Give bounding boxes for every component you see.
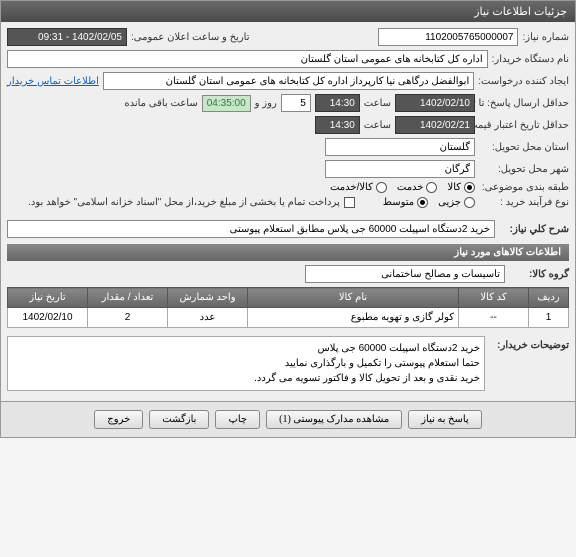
contact-link[interactable]: اطلاعات تماس خریدار bbox=[7, 76, 99, 87]
row-province: استان محل تحویل: گلستان bbox=[7, 138, 569, 156]
th-code: کد کالا bbox=[459, 288, 529, 308]
table-header-row: ردیف کد کالا نام کالا واحد شمارش تعداد /… bbox=[8, 288, 569, 308]
radio-medium-input bbox=[417, 197, 428, 208]
attachments-button[interactable]: مشاهده مدارک پیوستی (1) bbox=[266, 410, 402, 429]
goods-section-header: اطلاعات کالاهای مورد نیاز bbox=[7, 244, 569, 261]
buyer-notes-box: خرید 2دستگاه اسپیلت 60000 جی پلاس حتما ا… bbox=[7, 336, 485, 391]
creator-label: ایجاد کننده درخواست: bbox=[478, 76, 569, 87]
remaining-time: 04:35:00 bbox=[202, 95, 251, 112]
radio-service[interactable]: خدمت bbox=[397, 182, 438, 193]
th-unit: واحد شمارش bbox=[168, 288, 248, 308]
radio-both-label: کالا/خدمت bbox=[330, 182, 373, 193]
validity-date: 1402/02/21 bbox=[395, 116, 475, 134]
row-buyer-org: نام دستگاه خریدار: اداره کل کتابخانه های… bbox=[7, 50, 569, 68]
row-validity: حداقل تاریخ اعتبار قیمت: تا تاریخ: 1402/… bbox=[7, 116, 569, 134]
row-buyer-notes: توضیحات خریدار: خرید 2دستگاه اسپیلت 6000… bbox=[7, 336, 569, 391]
th-date: تاریخ نیاز bbox=[8, 288, 88, 308]
radio-goods-input bbox=[464, 182, 475, 193]
td-code: -- bbox=[459, 308, 529, 328]
days-label: روز و bbox=[255, 98, 277, 109]
radio-small-label: جزیی bbox=[438, 197, 461, 208]
radio-small-input bbox=[464, 197, 475, 208]
need-number-label: شماره نیاز: bbox=[522, 32, 569, 43]
buyer-note-1: خرید 2دستگاه اسپیلت 60000 جی پلاس bbox=[12, 341, 480, 356]
deadline-date: 1402/02/10 bbox=[395, 94, 475, 112]
table-row: 1 -- کولر گازی و تهویه مطبوع عدد 2 1402/… bbox=[8, 308, 569, 328]
category-label: طبقه بندی موضوعی: bbox=[479, 182, 569, 193]
goods-group-value: تاسیسات و مصالح ساختمانی bbox=[305, 265, 505, 283]
main-panel: جزئیات اطلاعات نیاز شماره نیاز: 11020057… bbox=[0, 0, 576, 438]
need-desc-value: خرید 2دستگاه اسپیلت 60000 جی پلاس مطابق … bbox=[7, 220, 495, 238]
process-radio-group: جزیی متوسط bbox=[383, 197, 475, 208]
creator-value: ابوالفضل درگاهی نیا کارپرداز اداره کل کت… bbox=[103, 72, 474, 90]
panel-body: شماره نیاز: 1102005765000007 تاریخ و ساع… bbox=[1, 22, 575, 401]
radio-goods[interactable]: کالا bbox=[447, 182, 475, 193]
buyer-notes-label: توضیحات خریدار: bbox=[489, 336, 569, 351]
row-need-number: شماره نیاز: 1102005765000007 تاریخ و ساع… bbox=[7, 28, 569, 46]
announce-date-value: 1402/02/05 - 09:31 bbox=[7, 28, 127, 46]
radio-service-label: خدمت bbox=[397, 182, 424, 193]
time-label-1: ساعت bbox=[364, 98, 391, 109]
radio-medium-label: متوسط bbox=[383, 197, 414, 208]
td-row: 1 bbox=[529, 308, 569, 328]
goods-group-label: گروه کالا: bbox=[509, 269, 569, 280]
row-goods-group: گروه کالا: تاسیسات و مصالح ساختمانی bbox=[7, 265, 569, 283]
row-category: طبقه بندی موضوعی: کالا خدمت کالا/خدمت bbox=[7, 182, 569, 193]
radio-goods-label: کالا bbox=[447, 182, 461, 193]
radio-medium[interactable]: متوسط bbox=[383, 197, 428, 208]
buyer-note-3: خرید نقدی و بعد از تحویل کالا و فاکتور ت… bbox=[12, 371, 480, 386]
row-process: نوع فرآیند خرید : جزیی متوسط پرداخت تمام… bbox=[7, 197, 569, 208]
time-label-2: ساعت bbox=[364, 120, 391, 131]
buyer-note-2: حتما استعلام پیوستی را تکمیل و بارگذاری … bbox=[12, 356, 480, 371]
province-label: استان محل تحویل: bbox=[479, 142, 569, 153]
radio-small[interactable]: جزیی bbox=[438, 197, 475, 208]
buyer-org-value: اداره کل کتابخانه های عمومی استان گلستان bbox=[7, 50, 488, 68]
th-qty: تعداد / مقدار bbox=[88, 288, 168, 308]
goods-table: ردیف کد کالا نام کالا واحد شمارش تعداد /… bbox=[7, 287, 569, 328]
row-need-desc: شرح کلي نیاز: خرید 2دستگاه اسپیلت 60000 … bbox=[7, 220, 569, 238]
respond-button[interactable]: پاسخ به نیاز bbox=[408, 410, 482, 429]
back-button[interactable]: بازگشت bbox=[149, 410, 209, 429]
payment-checkbox[interactable] bbox=[344, 197, 355, 208]
th-row: ردیف bbox=[529, 288, 569, 308]
category-radio-group: کالا خدمت کالا/خدمت bbox=[330, 182, 475, 193]
row-creator: ایجاد کننده درخواست: ابوالفضل درگاهی نیا… bbox=[7, 72, 569, 90]
print-button[interactable]: چاپ bbox=[215, 410, 260, 429]
payment-note: پرداخت تمام یا بخشی از مبلغ خرید،از محل … bbox=[28, 197, 340, 208]
deadline-label: حداقل ارسال پاسخ: تا تاریخ: bbox=[479, 98, 569, 109]
td-unit: عدد bbox=[168, 308, 248, 328]
radio-service-input bbox=[426, 182, 437, 193]
days-value: 5 bbox=[281, 94, 311, 112]
button-bar: پاسخ به نیاز مشاهده مدارک پیوستی (1) چاپ… bbox=[1, 401, 575, 437]
th-name: نام کالا bbox=[248, 288, 459, 308]
validity-label: حداقل تاریخ اعتبار قیمت: تا تاریخ: bbox=[479, 120, 569, 131]
panel-title: جزئیات اطلاعات نیاز bbox=[1, 1, 575, 22]
td-date: 1402/02/10 bbox=[8, 308, 88, 328]
exit-button[interactable]: خروج bbox=[94, 410, 143, 429]
need-number-value: 1102005765000007 bbox=[378, 28, 518, 46]
deadline-time: 14:30 bbox=[315, 94, 360, 112]
process-label: نوع فرآیند خرید : bbox=[479, 197, 569, 208]
row-city: شهر محل تحویل: گرگان bbox=[7, 160, 569, 178]
radio-both-input bbox=[376, 182, 387, 193]
remaining-label: ساعت باقی مانده bbox=[124, 98, 197, 109]
need-desc-label: شرح کلي نیاز: bbox=[499, 224, 569, 235]
td-name: کولر گازی و تهویه مطبوع bbox=[248, 308, 459, 328]
td-qty: 2 bbox=[88, 308, 168, 328]
province-value: گلستان bbox=[325, 138, 475, 156]
city-value: گرگان bbox=[325, 160, 475, 178]
row-deadline: حداقل ارسال پاسخ: تا تاریخ: 1402/02/10 س… bbox=[7, 94, 569, 112]
announce-date-label: تاریخ و ساعت اعلان عمومی: bbox=[131, 32, 250, 43]
city-label: شهر محل تحویل: bbox=[479, 164, 569, 175]
buyer-org-label: نام دستگاه خریدار: bbox=[492, 54, 569, 65]
radio-both[interactable]: کالا/خدمت bbox=[330, 182, 387, 193]
validity-time: 14:30 bbox=[315, 116, 360, 134]
